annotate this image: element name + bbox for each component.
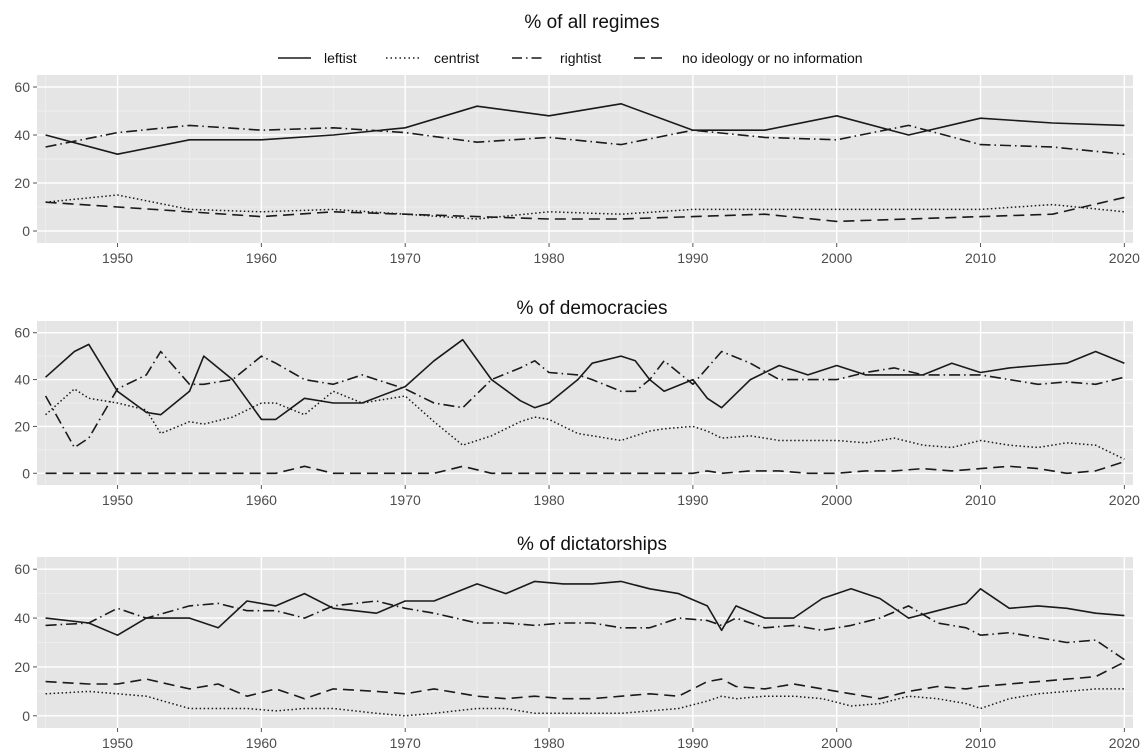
panel-dictatorships: % of dictatorships 0 20 40 60 1950 1960 1970 19… — [14, 534, 1140, 751]
x-tick-label: 1950 — [102, 492, 133, 508]
x-tick-label: 1950 — [102, 250, 133, 266]
x-tick-label: 2010 — [965, 492, 996, 508]
y-tick-label: 60 — [14, 325, 30, 341]
panel-democracies: % of democracies 0 20 40 60 1950 1960 1970 1980… — [14, 298, 1140, 508]
y-tick-label: 40 — [14, 372, 30, 388]
x-tick-label: 2020 — [1109, 492, 1140, 508]
x-tick-label: 1980 — [533, 250, 564, 266]
y-tick-label: 0 — [22, 465, 30, 481]
y-tick-label: 0 — [22, 223, 30, 239]
x-tick-label: 2000 — [821, 250, 852, 266]
y-tick-label: 20 — [14, 175, 30, 191]
y-tick-label: 20 — [14, 659, 30, 675]
series-line-leftist — [45, 103, 1125, 155]
series-line-leftist — [45, 580, 1125, 637]
series-line-no-ideology-or-no-information — [45, 661, 1125, 700]
panel-all-regimes: % of all regimes 0 20 40 60 1950 1960 1970 1980… — [14, 12, 1140, 266]
y-tick-label: 60 — [14, 79, 30, 95]
legend-label-leftist: leftist — [324, 50, 357, 66]
x-tick-label: 2000 — [821, 492, 852, 508]
panel-title-dictatorships: % of dictatorships — [517, 534, 667, 555]
x-tick-label: 1980 — [533, 492, 564, 508]
series-line-no-ideology-or-no-information — [45, 196, 1125, 223]
x-tick-label: 1960 — [246, 250, 277, 266]
x-tick-label: 1990 — [677, 735, 708, 751]
series-line-centrist — [45, 688, 1125, 717]
y-tick-label: 20 — [14, 418, 30, 434]
x-tick-label: 2020 — [1109, 250, 1140, 266]
x-tick-label: 1970 — [390, 492, 421, 508]
panel-title-democracies: % of democracies — [516, 298, 667, 319]
y-tick-label: 60 — [14, 561, 30, 577]
legend-label-rightist: rightist — [560, 50, 601, 66]
y-tick-label: 40 — [14, 610, 30, 626]
x-tick-label: 1970 — [390, 250, 421, 266]
y-tick-label: 40 — [14, 127, 30, 143]
x-tick-label: 1990 — [677, 492, 708, 508]
x-tick-label: 1980 — [533, 735, 564, 751]
series-line-no-ideology-or-no-information — [45, 460, 1125, 475]
x-tick-label: 2010 — [965, 250, 996, 266]
x-tick-label: 1960 — [246, 735, 277, 751]
x-tick-label: 1960 — [246, 492, 277, 508]
x-tick-label: 2010 — [965, 735, 996, 751]
chart-legend: leftist centrist rightist no ideology or… — [278, 50, 863, 66]
y-tick-label: 0 — [22, 708, 30, 724]
x-tick-label: 1950 — [102, 735, 133, 751]
series-line-centrist — [45, 388, 1125, 460]
x-tick-label: 2020 — [1109, 735, 1140, 751]
x-tick-label: 1970 — [390, 735, 421, 751]
series-line-rightist — [45, 124, 1125, 155]
series-line-leftist — [45, 338, 1125, 421]
series-line-rightist — [44, 350, 1125, 449]
x-tick-label: 2000 — [821, 735, 852, 751]
panel-title-all-regimes: % of all regimes — [524, 12, 659, 33]
legend-label-centrist: centrist — [434, 50, 479, 66]
legend-label-no-ideology: no ideology or no information — [682, 50, 863, 66]
series-line-rightist — [45, 600, 1125, 661]
x-tick-label: 1990 — [677, 250, 708, 266]
